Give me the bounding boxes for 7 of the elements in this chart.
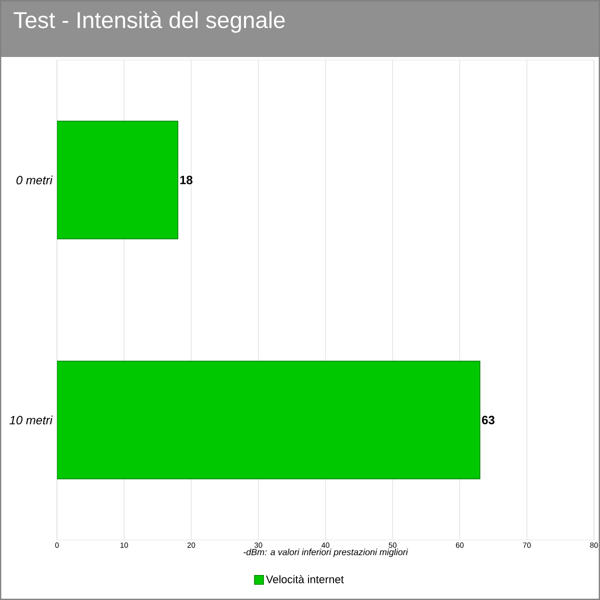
y-tick-label: 0 metri [16, 176, 53, 184]
y-tick-label: 10 metri [10, 416, 53, 424]
chart-title: Test - Intensità del segnale [14, 11, 285, 33]
legend-label: Velocità internet [266, 575, 344, 584]
data-label: 18 [180, 176, 192, 184]
data-label: 63 [482, 416, 494, 424]
x-axis-title: -dBm: a valori inferiori prestazioni migliori [244, 548, 408, 558]
